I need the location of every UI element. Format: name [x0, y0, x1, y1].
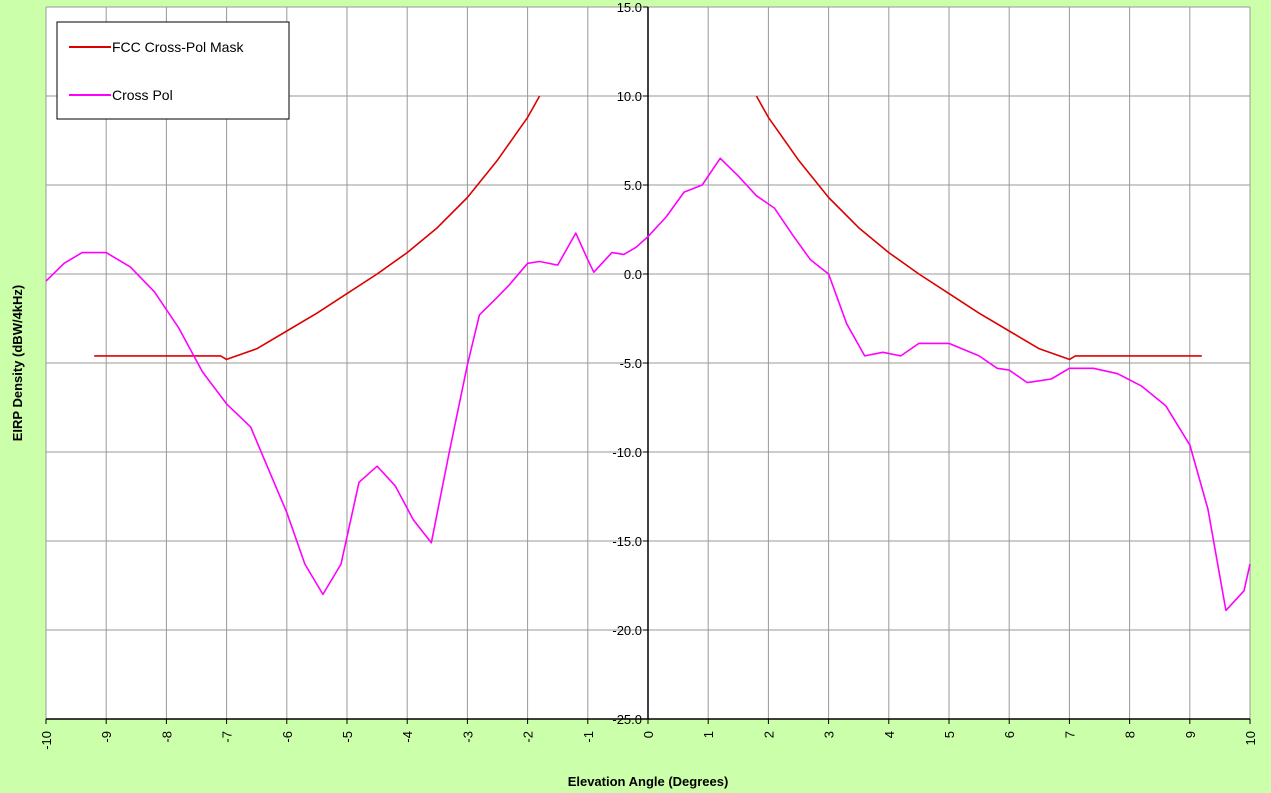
x-tick-label: 9	[1183, 731, 1198, 738]
x-tick-label: -5	[340, 731, 355, 743]
x-tick-label: 5	[942, 731, 957, 738]
series-lines	[45, 95, 1251, 612]
x-tick-label: 10	[1243, 731, 1258, 745]
x-tick-label: 1	[701, 731, 716, 738]
y-tick-label: 15.0	[617, 0, 642, 15]
series-line-fcc-mask	[755, 95, 1202, 361]
x-tick-label: -4	[400, 731, 415, 743]
axes	[45, 6, 1251, 724]
legend: FCC Cross-Pol Mask Cross Pol	[56, 21, 290, 120]
x-tick-label: -3	[460, 731, 475, 743]
y-tick-label: -15.0	[612, 534, 642, 549]
x-tick-label: 4	[882, 731, 897, 738]
legend-label-cross-pol: Cross Pol	[112, 87, 173, 103]
x-tick-label: 0	[641, 731, 656, 738]
x-tick-label: -7	[220, 731, 235, 743]
x-tick-label: 8	[1123, 731, 1138, 738]
y-tick-label: 5.0	[624, 178, 642, 193]
x-axis-title: Elevation Angle (Degrees)	[568, 774, 729, 789]
y-tick-label: -10.0	[612, 445, 642, 460]
x-tick-label: -1	[581, 731, 596, 743]
legend-box	[56, 21, 290, 120]
x-tick-label: -8	[159, 731, 174, 743]
x-tick-label: 3	[822, 731, 837, 738]
x-tick-label: 7	[1062, 731, 1077, 738]
tick-labels: -10 -9 -8 -7 -6 -5 -4 -3 -2 -1 0 1 2 3 4 5 6 7 8 9 10-25.0-2…	[39, 0, 1258, 750]
y-axis-title: EIRP Density (dBW/4kHz)	[10, 285, 25, 442]
x-tick-label: -2	[521, 731, 536, 743]
y-tick-label: 0.0	[624, 267, 642, 282]
y-tick-label: 10.0	[617, 89, 642, 104]
x-tick-label: 6	[1002, 731, 1017, 738]
x-tick-label: -10	[39, 731, 54, 750]
y-tick-label: -20.0	[612, 623, 642, 638]
x-tick-label: 2	[761, 731, 776, 738]
x-tick-label: -6	[280, 731, 295, 743]
y-tick-label: -5.0	[620, 356, 642, 371]
y-tick-label: -25.0	[612, 712, 642, 727]
legend-label-fcc-mask: FCC Cross-Pol Mask	[112, 39, 244, 55]
x-tick-label: -9	[99, 731, 114, 743]
series-line-cross-pol	[45, 157, 1251, 612]
series-line-fcc-mask	[94, 95, 541, 361]
